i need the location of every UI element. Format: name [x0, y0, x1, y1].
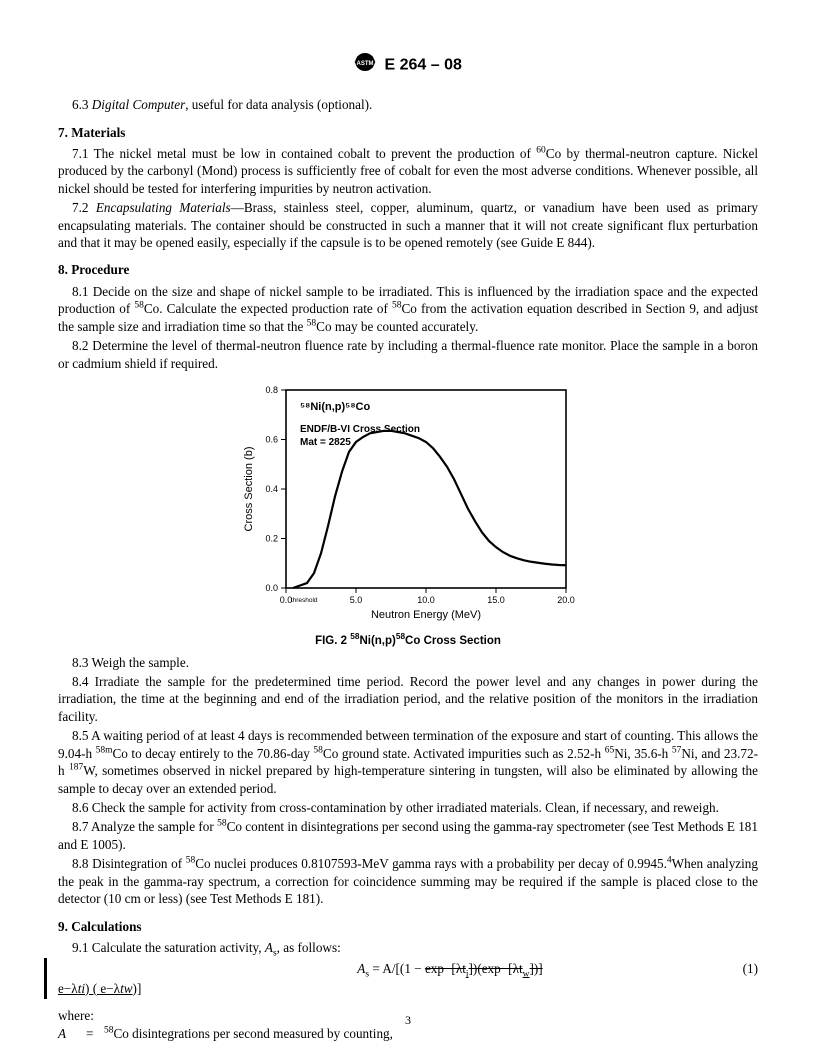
para-8-5: 8.5 A waiting period of at least 4 days … [58, 727, 758, 797]
para-8-7: 8.7 Analyze the sample for 58Co content … [58, 818, 758, 853]
svg-text:0.2: 0.2 [265, 534, 278, 544]
svg-text:ASTM: ASTM [357, 61, 374, 67]
equation-1: As = A/[(1 − exp−[λti])(exp−[λtw])] (1) [58, 960, 758, 977]
svg-text:0.0: 0.0 [265, 583, 278, 593]
section-8-title: 8. Procedure [58, 261, 758, 278]
document-header: ASTM E 264 – 08 [58, 52, 758, 78]
para-6-3: 6.3 Digital Computer, useful for data an… [58, 96, 758, 113]
svg-text:0.6: 0.6 [265, 435, 278, 445]
svg-text:20.0: 20.0 [557, 595, 575, 605]
svg-text:Neutron Energy (MeV): Neutron Energy (MeV) [371, 609, 481, 621]
para-8-6: 8.6 Check the sample for activity from c… [58, 799, 758, 816]
figure-2: 0.05.010.015.020.00.00.20.40.60.8thresho… [238, 378, 578, 650]
svg-text:0.4: 0.4 [265, 484, 278, 494]
figure-caption: FIG. 2 58Ni(n,p)58Co Cross Section [238, 634, 578, 649]
para-8-2: 8.2 Determine the level of thermal-neutr… [58, 337, 758, 372]
svg-text:⁵⁸Ni(n,p)⁵⁸Co: ⁵⁸Ni(n,p)⁵⁸Co [300, 401, 370, 413]
svg-text:15.0: 15.0 [487, 595, 505, 605]
section-7-title: 7. Materials [58, 124, 758, 141]
svg-text:10.0: 10.0 [417, 595, 435, 605]
svg-text:Cross Section (b): Cross Section (b) [243, 447, 255, 532]
astm-logo: ASTM [354, 52, 376, 78]
equation-body: As = A/[(1 − exp−[λti])(exp−[λtw])] [178, 960, 722, 977]
para-7-1: 7.1 The nickel metal must be low in cont… [58, 145, 758, 197]
cross-section-chart: 0.05.010.015.020.00.00.20.40.60.8thresho… [238, 378, 578, 628]
para-8-8: 8.8 Disintegration of 58Co nuclei produc… [58, 855, 758, 907]
para-7-2: 7.2 Encapsulating Materials—Brass, stain… [58, 199, 758, 251]
svg-text:threshold: threshold [291, 597, 318, 604]
change-bar [44, 958, 47, 999]
page-number: 3 [0, 1013, 816, 1028]
para-8-1: 8.1 Decide on the size and shape of nick… [58, 283, 758, 335]
svg-text:5.0: 5.0 [350, 595, 363, 605]
para-8-4: 8.4 Irradiate the sample for the predete… [58, 673, 758, 725]
equation-underline-insert: e−λti) ( e−λtw)] [58, 980, 758, 997]
svg-text:0.8: 0.8 [265, 385, 278, 395]
para-8-3: 8.3 Weigh the sample. [58, 654, 758, 671]
svg-text:Mat = 2825: Mat = 2825 [300, 437, 351, 448]
designation-text: E 264 – 08 [385, 56, 462, 73]
section-9-title: 9. Calculations [58, 918, 758, 935]
para-9-1: 9.1 Calculate the saturation activity, A… [58, 939, 758, 956]
svg-text:ENDF/B-VI Cross Section: ENDF/B-VI Cross Section [300, 424, 420, 435]
equation-number: (1) [722, 960, 758, 977]
